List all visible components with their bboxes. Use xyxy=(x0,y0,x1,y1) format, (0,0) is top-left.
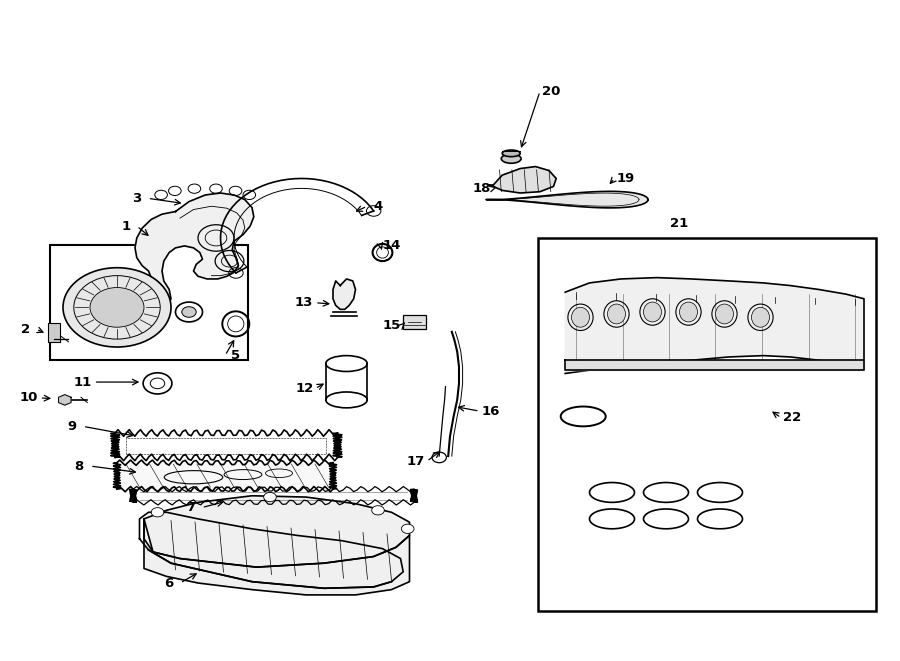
Circle shape xyxy=(90,288,144,327)
Ellipse shape xyxy=(752,307,770,327)
Text: 1: 1 xyxy=(122,219,130,233)
Circle shape xyxy=(151,508,164,517)
Text: 9: 9 xyxy=(68,420,76,433)
Text: 7: 7 xyxy=(186,501,195,514)
Text: 10: 10 xyxy=(20,391,38,405)
Polygon shape xyxy=(565,360,864,370)
Ellipse shape xyxy=(572,307,590,327)
Text: 4: 4 xyxy=(374,200,382,213)
Bar xyxy=(50,245,248,360)
Text: 16: 16 xyxy=(482,405,500,418)
Polygon shape xyxy=(144,519,410,595)
Text: 15: 15 xyxy=(382,319,400,332)
Text: 14: 14 xyxy=(382,239,400,253)
Circle shape xyxy=(264,492,276,502)
Circle shape xyxy=(372,506,384,515)
Ellipse shape xyxy=(644,302,662,322)
Polygon shape xyxy=(565,278,864,373)
Ellipse shape xyxy=(326,392,367,408)
Polygon shape xyxy=(488,167,556,193)
Polygon shape xyxy=(117,463,333,489)
Ellipse shape xyxy=(716,304,733,324)
Text: 18: 18 xyxy=(472,182,490,195)
Text: 22: 22 xyxy=(783,411,801,424)
Ellipse shape xyxy=(680,302,698,322)
Text: 11: 11 xyxy=(74,375,92,389)
Polygon shape xyxy=(144,496,410,567)
Polygon shape xyxy=(58,395,71,405)
Polygon shape xyxy=(333,279,356,309)
Text: 5: 5 xyxy=(231,349,240,362)
Text: 2: 2 xyxy=(21,323,30,336)
Ellipse shape xyxy=(608,304,625,324)
Bar xyxy=(48,323,60,342)
Polygon shape xyxy=(486,192,648,208)
Circle shape xyxy=(182,307,196,317)
Text: 21: 21 xyxy=(670,217,688,230)
Text: 19: 19 xyxy=(616,172,634,185)
Bar xyxy=(538,238,876,611)
Text: 3: 3 xyxy=(132,192,141,205)
Text: 6: 6 xyxy=(165,576,174,590)
Bar xyxy=(403,315,426,329)
Text: 8: 8 xyxy=(75,459,84,473)
Text: 13: 13 xyxy=(295,296,313,309)
Polygon shape xyxy=(135,193,254,311)
Text: 20: 20 xyxy=(542,85,560,98)
Ellipse shape xyxy=(501,154,521,163)
Circle shape xyxy=(63,268,171,347)
Ellipse shape xyxy=(502,150,520,157)
Text: 12: 12 xyxy=(295,382,313,395)
Text: 17: 17 xyxy=(407,455,425,468)
Bar xyxy=(126,438,326,454)
Circle shape xyxy=(401,524,414,533)
